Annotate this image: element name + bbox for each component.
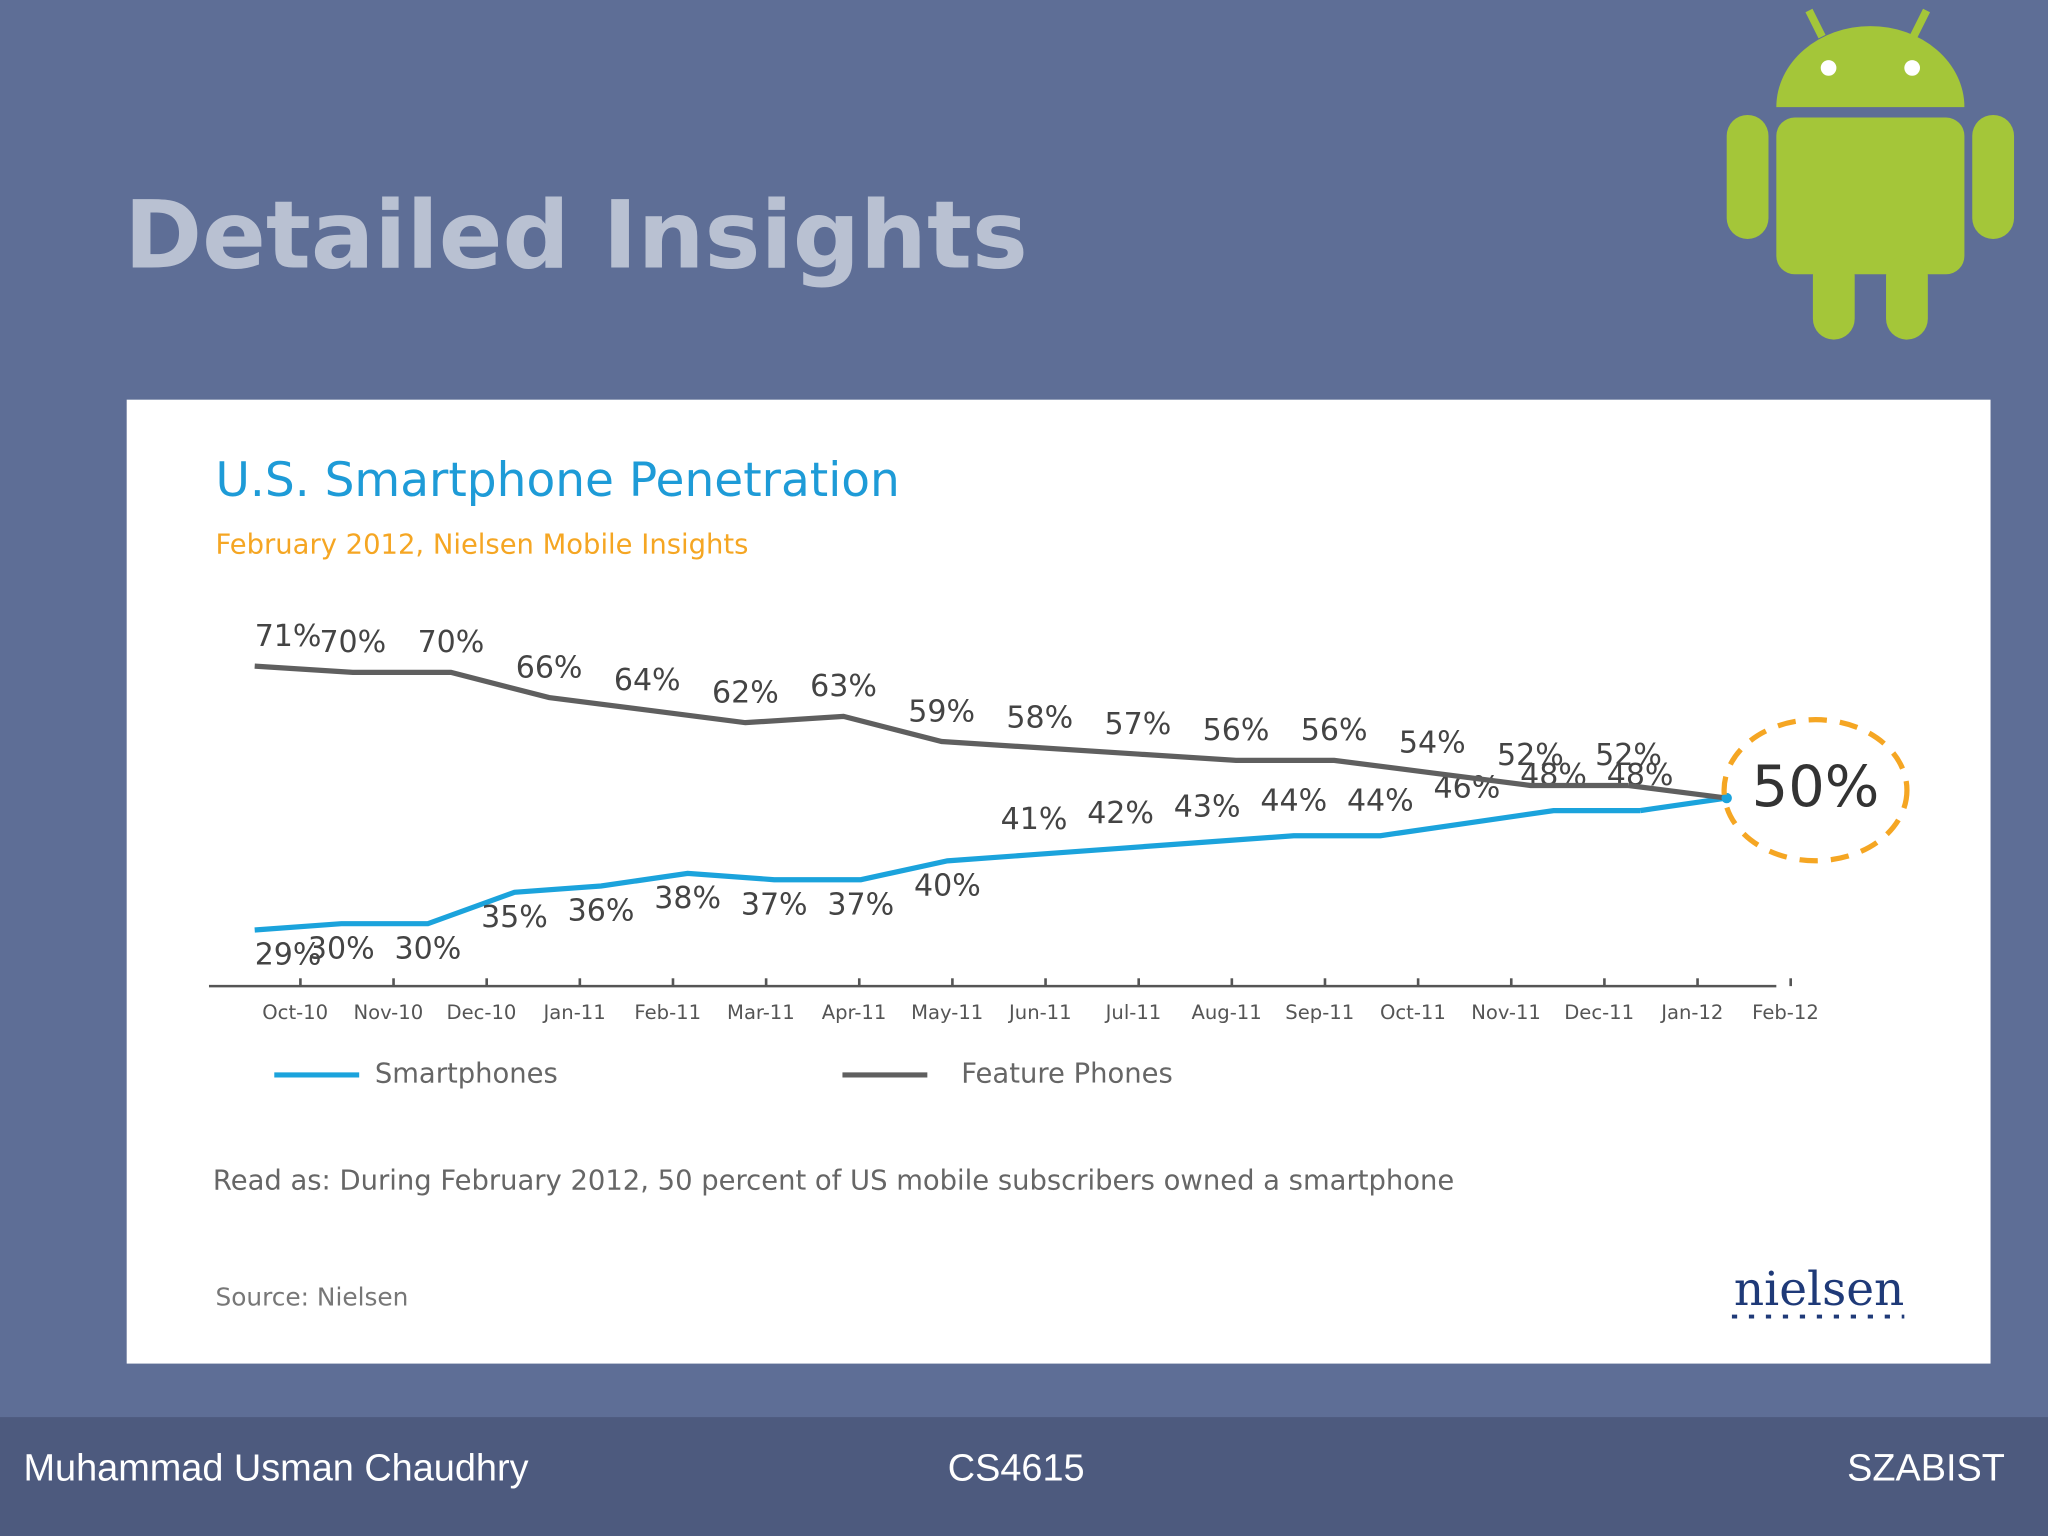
x-tick-label: Sep-11: [1285, 1001, 1354, 1024]
x-tick-label: Jan-11: [542, 1001, 606, 1024]
data-label: 66%: [516, 650, 583, 685]
data-label: 57%: [1105, 707, 1172, 742]
x-tick-label: Dec-11: [1564, 1001, 1634, 1024]
footer-right: SZABIST: [1847, 1448, 2005, 1490]
x-tick-label: Aug-11: [1192, 1001, 1262, 1024]
x-tick-label: Dec-10: [447, 1001, 517, 1024]
data-label: 52%: [1497, 738, 1564, 773]
data-label: 42%: [1087, 796, 1154, 831]
note: Read as: During February 2012, 50 percen…: [213, 1166, 1454, 1197]
data-label: 30%: [394, 931, 461, 966]
x-tick-label: Feb-12: [1752, 1001, 1819, 1024]
data-label: 36%: [568, 894, 635, 929]
x-tick-label: Jan-12: [1659, 1001, 1723, 1024]
data-label: 56%: [1301, 713, 1368, 748]
data-label: 71%: [255, 619, 322, 654]
android-logo: [1726, 8, 2015, 340]
data-label: 43%: [1174, 790, 1241, 825]
data-label: 37%: [741, 887, 808, 922]
highlight-ring: [1721, 717, 1910, 864]
data-label: 56%: [1203, 713, 1270, 748]
footer-bar: [0, 1417, 2048, 1536]
series-line-end: [1639, 795, 1728, 814]
data-label: 58%: [1006, 701, 1073, 736]
data-label: 29%: [255, 938, 322, 973]
data-label: 37%: [827, 887, 894, 922]
data-label: 59%: [908, 694, 975, 729]
footer-center: CS4615: [948, 1448, 1085, 1490]
series-line-end: [1628, 782, 1728, 801]
legend-label: Smartphones: [375, 1058, 558, 1089]
data-label: 52%: [1595, 738, 1662, 773]
x-tick-label: Mar-11: [727, 1001, 795, 1024]
x-tick-label: Feb-11: [634, 1001, 701, 1024]
chart-subtitle: February 2012, Nielsen Mobile Insights: [216, 529, 749, 560]
x-tick-label: Apr-11: [822, 1001, 887, 1024]
data-label: 64%: [614, 663, 681, 698]
legend-label: Feature Phones: [961, 1058, 1172, 1089]
logo: nielsen: [1734, 1262, 1904, 1317]
data-label: 30%: [308, 931, 375, 966]
highlight-point: [1721, 792, 1732, 804]
data-label: 40%: [914, 868, 981, 903]
highlight-label: 50%: [1752, 753, 1880, 820]
series-line: [254, 663, 1629, 789]
x-tick-label: Oct-11: [1380, 1001, 1446, 1024]
data-label: 62%: [712, 675, 779, 710]
source: Source: Nielsen: [216, 1282, 409, 1311]
data-label: 70%: [319, 625, 386, 660]
x-tick-label: Nov-11: [1471, 1001, 1541, 1024]
x-tick-label: Jun-11: [1007, 1001, 1072, 1024]
data-label: 44%: [1260, 783, 1327, 818]
data-label: 38%: [654, 881, 721, 916]
data-label: 54%: [1399, 726, 1466, 761]
x-tick-label: Oct-10: [262, 1001, 328, 1024]
x-tick-label: Nov-10: [353, 1001, 423, 1024]
data-label: 41%: [1001, 802, 1068, 837]
data-label: 35%: [481, 900, 548, 935]
data-label: 44%: [1347, 783, 1414, 818]
series-line: [254, 807, 1641, 933]
slide-title: Detailed Insights: [124, 182, 1028, 291]
chart-panel: [126, 399, 1991, 1364]
footer-left: Muhammad Usman Chaudhry: [24, 1448, 529, 1490]
data-label: 63%: [810, 669, 877, 704]
x-tick-label: May-11: [911, 1001, 983, 1024]
data-label: 70%: [418, 625, 485, 660]
x-tick-label: Jul-11: [1104, 1001, 1162, 1024]
chart-title: U.S. Smartphone Penetration: [216, 453, 900, 508]
